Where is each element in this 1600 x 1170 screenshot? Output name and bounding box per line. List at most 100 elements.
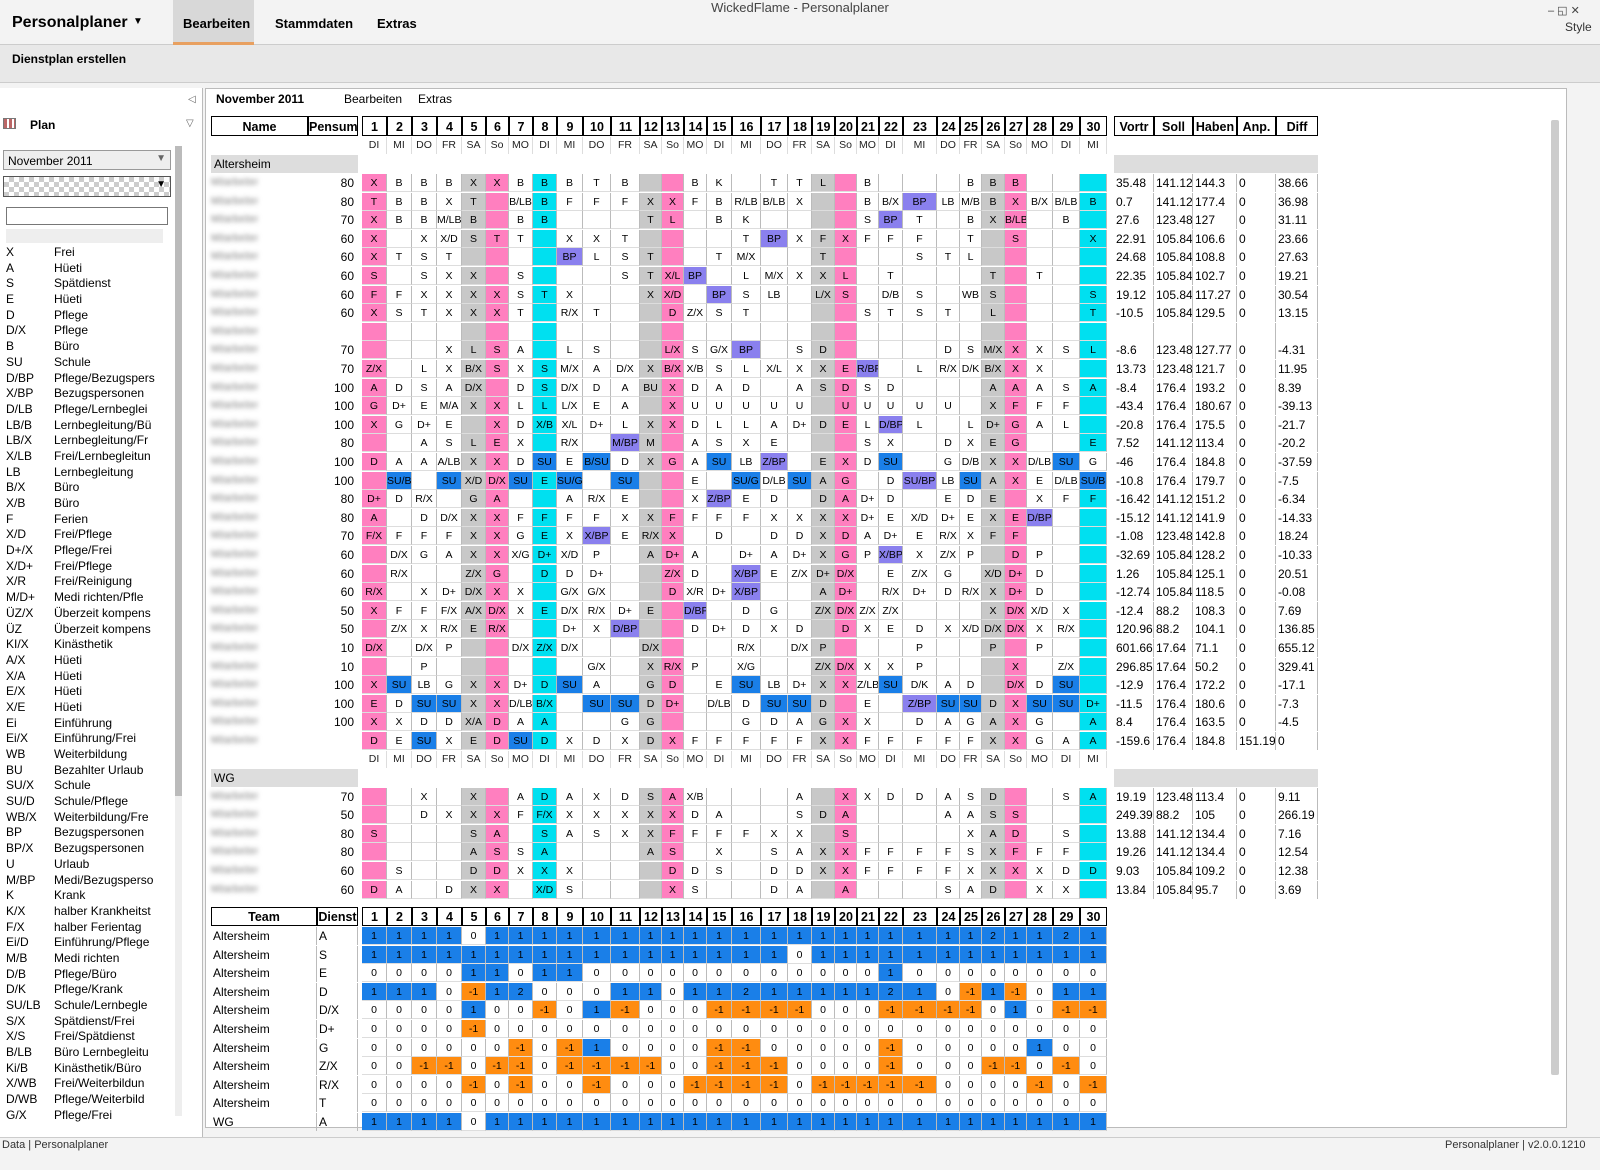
altersheim-cell[interactable]: X	[788, 229, 812, 248]
legend-item[interactable]: X/LB Frei/Lernbegleitun	[6, 449, 168, 465]
altersheim-cell[interactable]: X/G	[732, 657, 761, 676]
altersheim-cell[interactable]: X	[1005, 713, 1027, 732]
wg-cell[interactable]: S	[362, 824, 387, 843]
team-count-cell[interactable]: 0	[937, 1075, 960, 1094]
team-count-cell[interactable]: -1	[788, 1001, 812, 1020]
team-count-cell[interactable]: 1	[1005, 1113, 1027, 1131]
team-count-cell[interactable]: 0	[437, 1020, 462, 1038]
altersheim-cell[interactable]: D/X	[1005, 620, 1027, 639]
altersheim-cell[interactable]: X	[557, 229, 583, 248]
altersheim-cell[interactable]: S	[903, 304, 937, 323]
altersheim-cell[interactable]: F	[982, 527, 1005, 546]
team-count-cell[interactable]: 1	[903, 927, 937, 945]
altersheim-cell[interactable]: D/X	[835, 564, 857, 583]
wg-cell[interactable]	[437, 824, 462, 843]
altersheim-cell[interactable]: E	[462, 620, 486, 639]
wg-cell[interactable]: A	[557, 824, 583, 843]
wg-cell[interactable]: A	[835, 806, 857, 825]
altersheim-cell[interactable]: G	[835, 471, 857, 490]
wg-cell[interactable]: F	[937, 843, 960, 862]
altersheim-cell[interactable]: E	[362, 694, 387, 713]
altersheim-cell[interactable]: T	[937, 304, 960, 323]
team-count-cell[interactable]: -1	[707, 1057, 732, 1076]
altersheim-cell[interactable]: D	[387, 378, 412, 397]
team-count-cell[interactable]: 1	[362, 945, 387, 964]
team-count-cell[interactable]: -1	[462, 982, 486, 1001]
altersheim-cell[interactable]: R/X	[937, 360, 960, 378]
legend-item[interactable]: Ei/X Einführung/Frei	[6, 731, 168, 747]
altersheim-cell[interactable]: D/X	[835, 657, 857, 676]
altersheim-cell[interactable]: X	[879, 657, 903, 676]
altersheim-cell[interactable]: X	[662, 397, 684, 416]
altersheim-cell[interactable]	[761, 322, 788, 341]
wg-cell[interactable]: S	[684, 880, 707, 899]
altersheim-cell[interactable]	[640, 322, 662, 341]
altersheim-cell[interactable]	[684, 639, 707, 657]
altersheim-cell[interactable]: B	[960, 211, 982, 230]
altersheim-cell[interactable]: X/D	[1027, 601, 1053, 620]
altersheim-cell[interactable]: M/X	[732, 248, 761, 267]
altersheim-cell[interactable]	[1005, 285, 1027, 304]
altersheim-cell[interactable]: D+	[611, 601, 640, 620]
wg-cell[interactable]: X	[557, 862, 583, 880]
altersheim-cell[interactable]: B	[707, 211, 732, 230]
altersheim-cell[interactable]: A	[937, 713, 960, 732]
wg-cell[interactable]: X	[640, 806, 662, 825]
team-count-cell[interactable]: 0	[387, 1038, 412, 1057]
altersheim-cell[interactable]: R/X	[937, 527, 960, 546]
altersheim-cell[interactable]: X	[1053, 601, 1080, 620]
altersheim-cell[interactable]	[1053, 564, 1080, 583]
altersheim-cell[interactable]: G	[1005, 415, 1027, 434]
altersheim-cell[interactable]: X	[835, 229, 857, 248]
team-count-cell[interactable]: 1	[879, 1113, 903, 1131]
team-count-cell[interactable]: 0	[557, 982, 583, 1001]
team-count-cell[interactable]: 0	[857, 1020, 879, 1038]
altersheim-cell[interactable]	[879, 694, 903, 713]
altersheim-cell[interactable]	[835, 434, 857, 453]
altersheim-cell[interactable]: F	[583, 192, 611, 211]
altersheim-cell[interactable]	[937, 285, 960, 304]
altersheim-cell[interactable]: X	[486, 527, 509, 546]
team-count-cell[interactable]: 1	[662, 927, 684, 945]
altersheim-cell[interactable]: S	[857, 304, 879, 323]
team-count-cell[interactable]: 1	[362, 927, 387, 945]
altersheim-cell[interactable]: SU	[879, 453, 903, 471]
altersheim-cell[interactable]: A	[937, 676, 960, 695]
altersheim-cell[interactable]: SU	[509, 732, 533, 750]
team-count-cell[interactable]: 1	[662, 1113, 684, 1131]
team-count-cell[interactable]: 0	[611, 1020, 640, 1038]
altersheim-cell[interactable]	[486, 657, 509, 676]
altersheim-cell[interactable]	[557, 211, 583, 230]
brand-dropdown-icon[interactable]: ▼	[133, 16, 143, 27]
altersheim-cell[interactable]	[1080, 601, 1107, 620]
altersheim-cell[interactable]	[387, 639, 412, 657]
altersheim-cell[interactable]: X	[684, 490, 707, 509]
team-count-cell[interactable]: -1	[707, 1038, 732, 1057]
altersheim-cell[interactable]: D+	[533, 546, 557, 564]
altersheim-cell[interactable]: B	[387, 192, 412, 211]
team-count-cell[interactable]: 0	[835, 1001, 857, 1020]
team-count-cell[interactable]: 0	[662, 964, 684, 983]
altersheim-cell[interactable]	[1027, 174, 1053, 192]
altersheim-cell[interactable]	[662, 620, 684, 639]
altersheim-cell[interactable]	[412, 322, 437, 341]
team-count-cell[interactable]: 0	[788, 1038, 812, 1057]
wg-cell[interactable]: X	[611, 824, 640, 843]
altersheim-cell[interactable]	[1005, 639, 1027, 657]
wg-cell[interactable]	[937, 824, 960, 843]
altersheim-cell[interactable]	[835, 211, 857, 230]
wg-cell[interactable]: D	[788, 862, 812, 880]
altersheim-cell[interactable]	[1080, 322, 1107, 341]
altersheim-cell[interactable]	[362, 620, 387, 639]
altersheim-cell[interactable]	[835, 694, 857, 713]
altersheim-cell[interactable]: E	[761, 434, 788, 453]
team-count-cell[interactable]: 0	[640, 964, 662, 983]
altersheim-cell[interactable]: R/X	[1053, 620, 1080, 639]
altersheim-cell[interactable]	[684, 322, 707, 341]
altersheim-cell[interactable]: D	[812, 694, 835, 713]
altersheim-cell[interactable]: B	[960, 174, 982, 192]
altersheim-cell[interactable]: L	[557, 341, 583, 360]
team-count-cell[interactable]: -1	[557, 1057, 583, 1076]
wg-cell[interactable]: S	[662, 843, 684, 862]
legend-item[interactable]: K Krank	[6, 888, 168, 904]
